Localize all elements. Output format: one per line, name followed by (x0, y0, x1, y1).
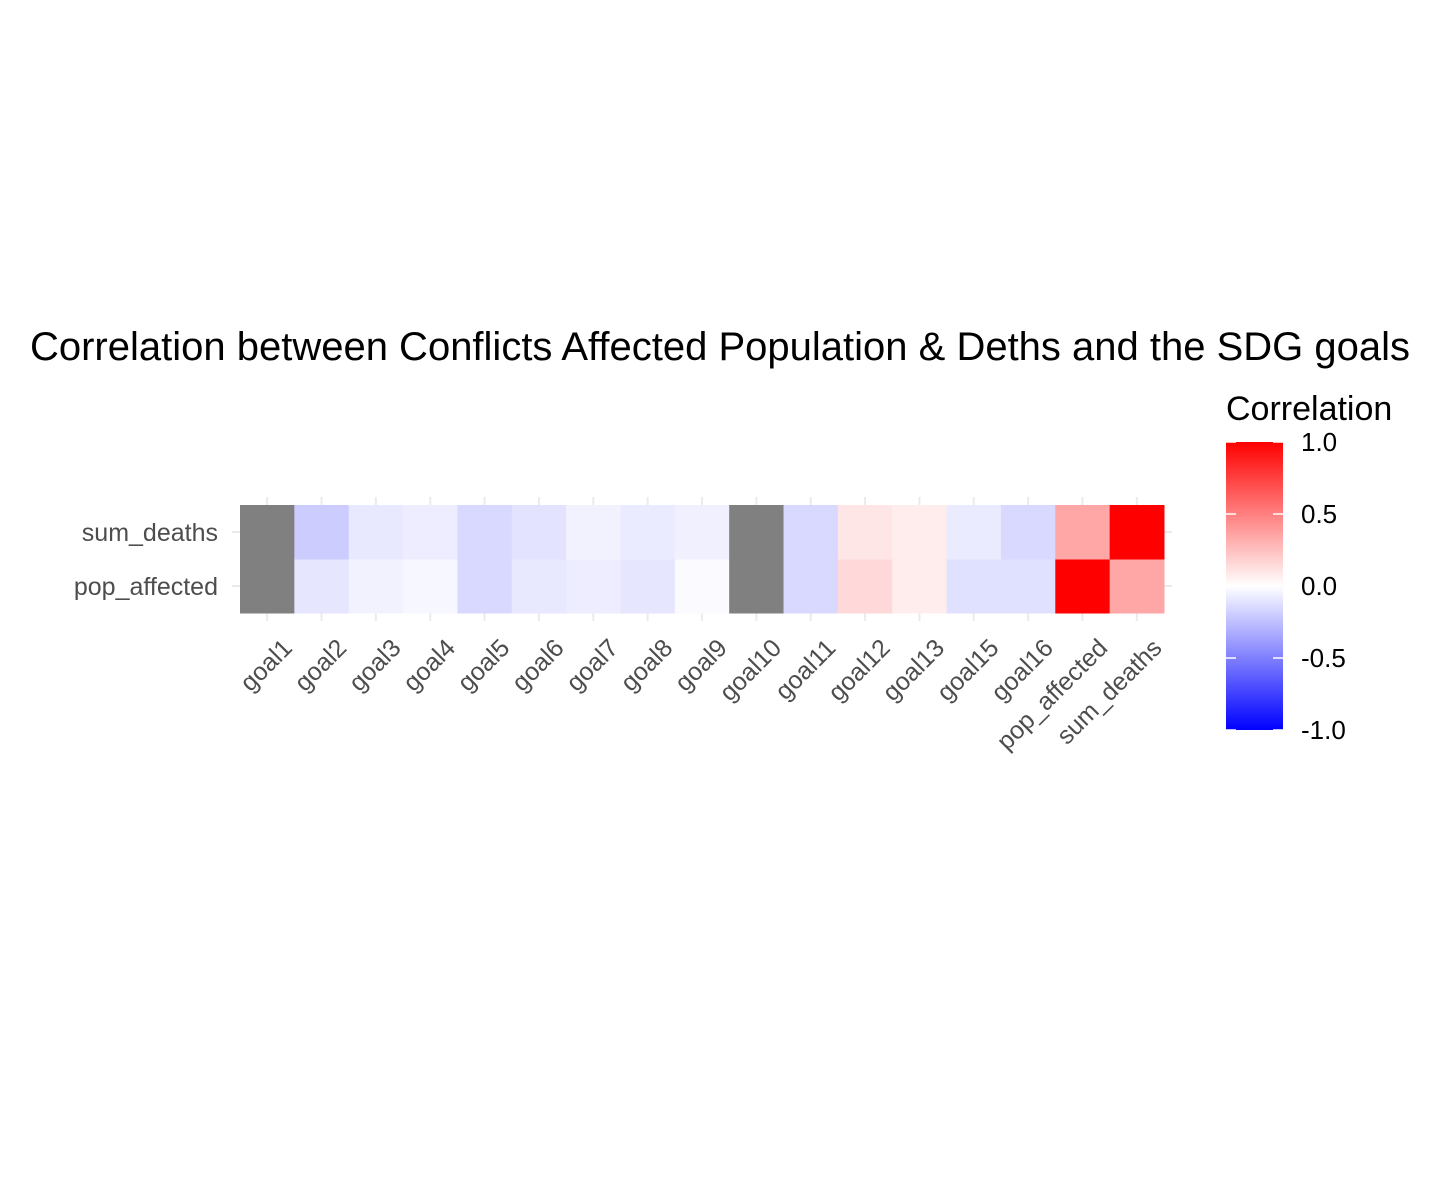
heatmap-cell-sum_deaths-goal6 (511, 505, 567, 560)
x-tick-label: goal2 (289, 634, 352, 697)
heatmap-cell-sum_deaths-goal8 (620, 505, 676, 560)
x-tick-label: goal7 (561, 634, 624, 697)
legend-tick-label: 1.0 (1301, 427, 1337, 457)
x-tick-label: goal3 (344, 634, 407, 697)
heatmap-cell-sum_deaths-goal2 (294, 505, 350, 560)
legend-tick-label: -1.0 (1301, 715, 1346, 745)
heatmap-cell-pop_affected-goal11 (783, 559, 839, 614)
heatmap-cell-sum_deaths-goal7 (566, 505, 621, 560)
y-axis-tick-labels: pop_affected sum_deaths (74, 519, 218, 601)
heatmap-cell-sum_deaths-goal16 (1000, 505, 1056, 560)
heatmap-cell-pop_affected-goal13 (892, 559, 948, 614)
heatmap-cell-pop_affected-goal16 (1000, 559, 1056, 614)
heatmap-cell-pop_affected-goal15 (946, 559, 1002, 614)
heatmap-cell-sum_deaths-goal13 (892, 505, 948, 560)
heatmap-cell-pop_affected-goal5 (457, 559, 513, 614)
x-axis-tick-labels: goal1goal2goal3goal4goal5goal6goal7goal8… (235, 634, 1168, 756)
legend-tick-label: 0.5 (1301, 499, 1337, 529)
heatmap-cell-sum_deaths-pop_affected (1055, 505, 1111, 560)
heatmap-cell-pop_affected-goal10 (729, 559, 785, 614)
x-tick-label: goal5 (452, 634, 515, 697)
heatmap-cell-pop_affected-pop_affected (1055, 559, 1111, 614)
heatmap-cell-sum_deaths-goal9 (674, 505, 730, 560)
heatmap-cell-pop_affected-goal6 (511, 559, 567, 614)
heatmap-cell-sum_deaths-goal5 (457, 505, 513, 560)
heatmap-cell-sum_deaths-goal10 (729, 505, 785, 560)
heatmap-cell-sum_deaths-goal12 (837, 505, 893, 560)
heatmap-cell-pop_affected-goal9 (674, 559, 730, 614)
heatmap-cell-sum_deaths-goal11 (783, 505, 839, 560)
heatmap-cell-sum_deaths-goal15 (946, 505, 1002, 560)
x-tick-label: goal4 (398, 634, 461, 697)
x-tick-label: goal1 (235, 634, 298, 697)
y-tick-label: sum_deaths (82, 519, 218, 547)
legend-title: Correlation (1226, 390, 1392, 428)
heatmap-cell-pop_affected-goal8 (620, 559, 676, 614)
heatmap-cell-sum_deaths-goal1 (240, 505, 295, 560)
heatmap-cell-pop_affected-goal4 (403, 559, 458, 614)
heatmap-cell-pop_affected-goal7 (566, 559, 621, 614)
x-tick-label: goal6 (507, 634, 570, 697)
chart-title: Correlation between Conflicts Affected P… (30, 325, 1410, 369)
heatmap-cell-pop_affected-goal2 (294, 559, 350, 614)
legend-tick-label: 0.0 (1301, 571, 1337, 601)
x-tick-label: goal8 (615, 634, 678, 697)
legend-tick-label: -0.5 (1301, 643, 1346, 673)
heatmap-cell-sum_deaths-sum_deaths (1109, 505, 1165, 560)
legend: Correlation 1.0 0.5 0.0 -0.5 -1.0 (1226, 390, 1392, 745)
heatmap-cell-pop_affected-sum_deaths (1109, 559, 1165, 614)
heatmap-cell-pop_affected-goal12 (837, 559, 893, 614)
heatmap-cell-sum_deaths-goal4 (403, 505, 458, 560)
heatmap-cell-pop_affected-goal3 (348, 559, 404, 614)
heatmap-cell-sum_deaths-goal3 (348, 505, 404, 560)
heatmap-cells (240, 505, 1165, 614)
x-tick-label: goal10 (714, 634, 787, 707)
y-tick-label: pop_affected (74, 573, 218, 601)
heatmap-cell-pop_affected-goal1 (240, 559, 295, 614)
